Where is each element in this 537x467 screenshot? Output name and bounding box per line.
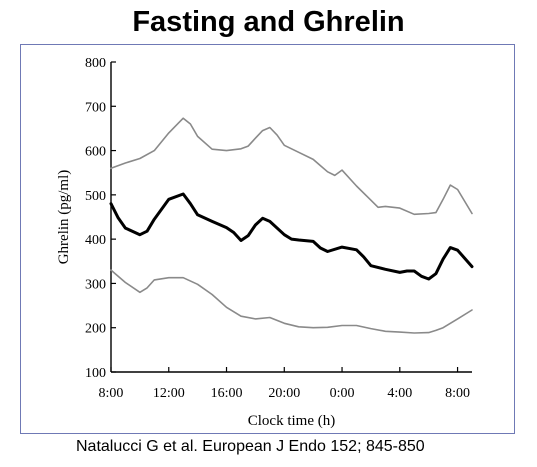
y-tick-label: 500 xyxy=(85,189,106,204)
y-tick-label: 400 xyxy=(85,233,106,248)
x-tick-label: 8:00 xyxy=(99,386,124,401)
citation: Natalucci G et al. European J Endo 152; … xyxy=(76,438,425,455)
y-axis-label: Ghrelin (pg/ml) xyxy=(56,170,72,265)
x-tick-label: 20:00 xyxy=(268,386,300,401)
y-tick-label: 200 xyxy=(85,322,106,337)
y-tick-label: 700 xyxy=(85,100,106,115)
x-axis-ticks: 8:00 12:00 16:00 20:00 0:00 4:00 8:00 xyxy=(99,367,470,401)
x-tick-label: 4:00 xyxy=(387,386,412,401)
x-tick-label: 16:00 xyxy=(211,386,243,401)
y-tick-label: 600 xyxy=(85,145,106,160)
y-tick-label: 100 xyxy=(85,366,106,381)
chart-frame xyxy=(20,44,515,434)
y-tick-label: 800 xyxy=(85,56,106,71)
x-tick-label: 12:00 xyxy=(153,386,185,401)
series-line-upper xyxy=(110,117,473,216)
series-line-mean xyxy=(109,192,474,281)
slide-title: Fasting and Ghrelin xyxy=(132,6,405,38)
series-line-lower xyxy=(110,269,473,334)
x-tick-label: 8:00 xyxy=(445,386,470,401)
y-tick-label: 300 xyxy=(85,277,106,292)
axes xyxy=(110,62,472,373)
y-axis-ticks: 100 200 300 400 500 600 700 800 xyxy=(85,56,116,381)
x-tick-label: 0:00 xyxy=(330,386,355,401)
series-layer xyxy=(109,117,474,334)
x-axis-label: Clock time (h) xyxy=(248,413,335,429)
